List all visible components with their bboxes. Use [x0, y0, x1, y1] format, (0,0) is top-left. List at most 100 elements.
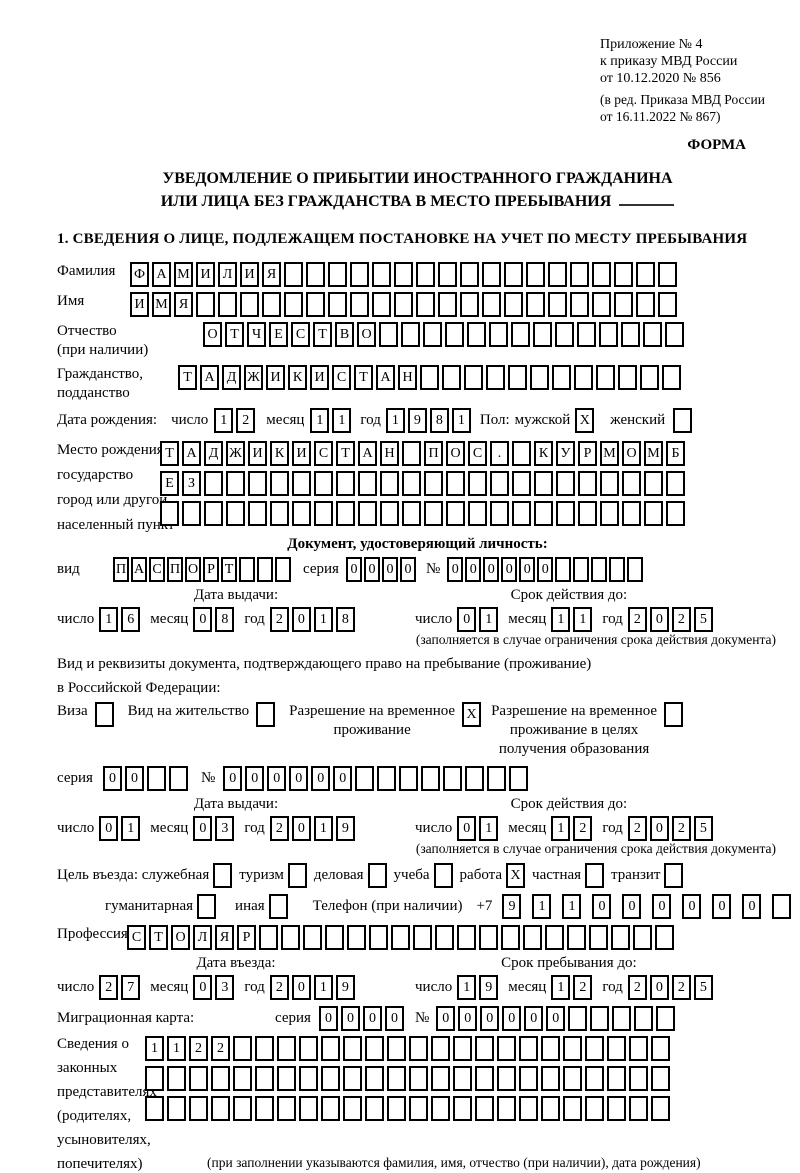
char-box[interactable]: 0: [622, 894, 642, 919]
char-box[interactable]: [416, 292, 435, 317]
char-box[interactable]: [257, 557, 273, 582]
char-box[interactable]: [446, 471, 465, 496]
char-box[interactable]: Р: [237, 925, 256, 950]
char-box[interactable]: [567, 925, 586, 950]
char-box[interactable]: Т: [313, 322, 332, 347]
char-box[interactable]: [468, 471, 487, 496]
char-box[interactable]: [545, 925, 564, 950]
char-box[interactable]: И: [292, 441, 311, 466]
char-box[interactable]: С: [332, 365, 351, 390]
rvpo-checkbox[interactable]: [657, 702, 684, 727]
char-box[interactable]: Т: [149, 925, 168, 950]
char-box[interactable]: [402, 471, 421, 496]
char-box[interactable]: Д: [222, 365, 241, 390]
char-box[interactable]: [453, 1096, 472, 1121]
char-box[interactable]: [479, 925, 498, 950]
char-box[interactable]: 0: [502, 1006, 522, 1031]
char-box[interactable]: [277, 1036, 296, 1061]
char-box[interactable]: [607, 1066, 626, 1091]
char-box[interactable]: 0: [318, 1006, 338, 1031]
char-box[interactable]: К: [534, 441, 553, 466]
char-box[interactable]: 8: [335, 607, 355, 632]
char-box[interactable]: [534, 501, 553, 526]
char-box[interactable]: [431, 1096, 450, 1121]
char-box[interactable]: [420, 365, 439, 390]
char-box[interactable]: 0: [291, 816, 311, 841]
visa-checkbox[interactable]: [88, 702, 114, 727]
char-box[interactable]: [487, 766, 507, 791]
char-box[interactable]: 0: [447, 557, 464, 582]
char-box[interactable]: 2: [236, 408, 256, 433]
char-box[interactable]: М: [174, 262, 193, 287]
char-box[interactable]: [533, 322, 552, 347]
char-box[interactable]: И: [310, 365, 329, 390]
char-box[interactable]: Т: [354, 365, 373, 390]
char-box[interactable]: [556, 501, 575, 526]
char-box[interactable]: [211, 1096, 230, 1121]
char-box[interactable]: А: [131, 557, 147, 582]
char-box[interactable]: [423, 322, 442, 347]
char-box[interactable]: П: [424, 441, 443, 466]
char-box[interactable]: 0: [102, 766, 122, 791]
char-box[interactable]: 1: [551, 607, 571, 632]
char-box[interactable]: [292, 471, 311, 496]
char-box[interactable]: [585, 1066, 604, 1091]
char-box[interactable]: [213, 863, 233, 888]
char-box[interactable]: [489, 322, 508, 347]
char-box[interactable]: [570, 292, 589, 317]
char-box[interactable]: [614, 292, 633, 317]
char-box[interactable]: 8: [215, 607, 235, 632]
char-box[interactable]: [497, 1096, 516, 1121]
char-box[interactable]: [655, 925, 674, 950]
char-box[interactable]: [321, 1036, 340, 1061]
char-box[interactable]: О: [446, 441, 465, 466]
char-box[interactable]: [268, 894, 288, 919]
char-box[interactable]: [343, 1066, 362, 1091]
char-box[interactable]: [482, 262, 501, 287]
char-box[interactable]: [629, 1036, 648, 1061]
char-box[interactable]: [453, 1066, 472, 1091]
char-box[interactable]: [401, 322, 420, 347]
char-box[interactable]: 1: [145, 1036, 164, 1061]
char-box[interactable]: [523, 925, 542, 950]
char-box[interactable]: [607, 1096, 626, 1121]
char-box[interactable]: [464, 365, 483, 390]
char-box[interactable]: 1: [167, 1036, 186, 1061]
char-box[interactable]: [218, 292, 237, 317]
char-box[interactable]: [636, 262, 655, 287]
char-box[interactable]: 8: [429, 408, 449, 433]
char-box[interactable]: О: [203, 322, 222, 347]
char-box[interactable]: [512, 501, 531, 526]
char-box[interactable]: [622, 501, 641, 526]
char-box[interactable]: 0: [501, 557, 518, 582]
purpose-study-checkbox[interactable]: [430, 863, 460, 888]
char-box[interactable]: С: [314, 441, 333, 466]
purpose-business-checkbox[interactable]: [364, 863, 394, 888]
char-box[interactable]: [658, 262, 677, 287]
char-box[interactable]: И: [248, 441, 267, 466]
char-box[interactable]: [618, 365, 637, 390]
purpose-other-checkbox[interactable]: [265, 894, 295, 919]
purpose-humanitarian-checkbox[interactable]: [193, 894, 223, 919]
char-box[interactable]: 0: [363, 557, 380, 582]
char-box[interactable]: 2: [269, 816, 289, 841]
char-box[interactable]: [512, 441, 531, 466]
char-box[interactable]: [255, 1096, 274, 1121]
char-box[interactable]: О: [622, 441, 641, 466]
char-box[interactable]: [578, 501, 597, 526]
char-box[interactable]: 3: [215, 975, 235, 1000]
char-box[interactable]: [226, 471, 245, 496]
char-box[interactable]: [438, 262, 457, 287]
char-box[interactable]: М: [152, 292, 171, 317]
char-box[interactable]: [508, 365, 527, 390]
